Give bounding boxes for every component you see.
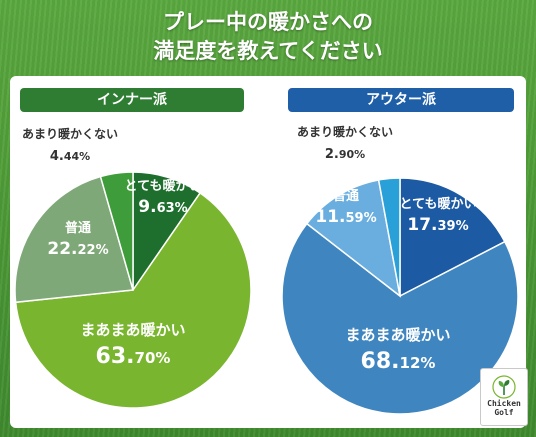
chicken-golf-logo: Chicken Golf (480, 368, 528, 426)
sprout-icon (492, 375, 516, 399)
slice-label-0-2: 普通 (65, 220, 91, 236)
slice-value-0-1: 63.70% (96, 344, 171, 369)
slice-label-0-3: あまり暖かくない (22, 126, 118, 141)
slice-label-1-1: まあまあ暖かい (345, 326, 450, 344)
slice-label-0-0: とても暖かい (125, 178, 202, 194)
logo-text-2: Golf (494, 408, 514, 417)
title-line-2: 満足度を教えてください (153, 39, 383, 63)
logo-text-1: Chicken (487, 399, 521, 408)
pie-slice-0-1 (14, 191, 252, 409)
page-title: プレー中の暖かさへの 満足度を教えてください (0, 8, 536, 66)
slice-label-1-2: 普通 (333, 188, 359, 204)
pie-slice-1-1 (281, 222, 519, 415)
title-line-1: プレー中の暖かさへの (163, 10, 373, 34)
slice-label-1-0: とても暖かい (400, 196, 477, 212)
pie-slice-0-2 (14, 175, 134, 304)
slice-value-1-3: 2.90% (325, 147, 365, 162)
slice-value-0-0: 9.63% (138, 197, 187, 217)
inner-banner: インナー派 (20, 88, 244, 112)
pie-slice-1-3 (377, 177, 401, 297)
pie-slice-0-3 (99, 171, 134, 291)
slice-value-1-1: 68.12% (361, 349, 436, 374)
pie-slice-1-2 (305, 179, 402, 298)
pie-slice-1-0 (399, 177, 506, 298)
slice-value-0-3: 4.44% (50, 149, 90, 164)
slice-value-1-0: 17.39% (407, 215, 468, 235)
slice-value-0-2: 22.22% (47, 239, 108, 259)
slice-label-0-1: まあまあ暖かい (80, 321, 185, 339)
slice-value-1-2: 11.59% (315, 207, 376, 227)
outer-banner: アウター派 (288, 88, 514, 112)
slice-label-1-3: あまり暖かくない (297, 124, 393, 139)
